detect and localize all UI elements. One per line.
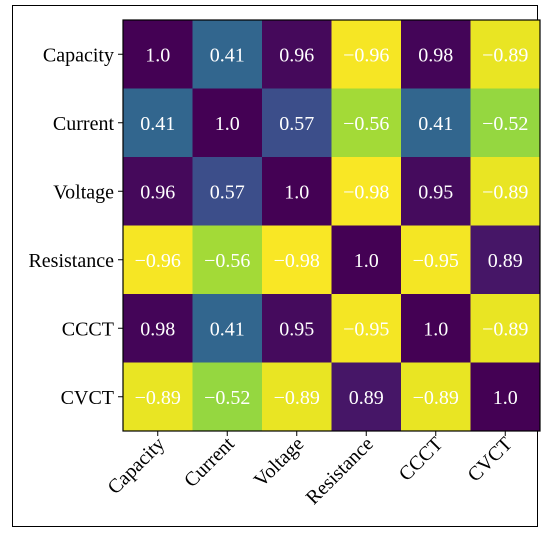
cell-value-label: 0.95 [418, 181, 453, 203]
cell-value-label: 0.89 [488, 250, 523, 272]
cell-value-label: −0.89 [482, 318, 528, 340]
cell-value-label: 0.98 [140, 318, 175, 340]
cell-value-label: −0.89 [413, 387, 459, 409]
cell-value-label: 0.98 [418, 44, 453, 66]
heatmap-cell [123, 20, 193, 89]
x-tick-label: Voltage [250, 433, 309, 492]
y-tick-label: Voltage [53, 181, 114, 203]
heatmap-cell [262, 225, 332, 295]
cell-value-label: 0.57 [279, 113, 314, 135]
cell-value-label: 1.0 [215, 113, 240, 135]
cell-value-label: 0.41 [210, 318, 245, 340]
cell-value-label: −0.56 [204, 250, 250, 272]
heatmap-cell [331, 20, 402, 89]
cell-value-label: −0.52 [482, 113, 528, 135]
heatmap-cell [470, 225, 541, 295]
heatmap-cells [123, 20, 541, 432]
x-tick-label: CVCT [464, 433, 517, 486]
heatmap-cell [192, 225, 263, 295]
heatmap-cell [123, 88, 193, 158]
plot-area-border [122, 19, 541, 432]
heatmap-cell [331, 225, 402, 295]
heatmap-cell [470, 294, 541, 363]
heatmap-cell [262, 362, 332, 432]
heatmap-cell [401, 157, 471, 226]
cell-value-label: −0.52 [204, 387, 250, 409]
cell-value-label: 0.96 [279, 44, 314, 66]
cell-value-label: 1.0 [423, 318, 448, 340]
cell-value-label: −0.95 [343, 318, 389, 340]
x-tick-label: Capacity [103, 433, 169, 499]
heatmap-cell [470, 88, 541, 158]
heatmap-cell [192, 88, 263, 158]
heatmap-cell [470, 362, 541, 432]
cell-value-label: −0.96 [343, 44, 389, 66]
heatmap-cell [331, 362, 402, 432]
y-tick-label: CCCT [62, 318, 114, 340]
heatmap-cell [401, 362, 471, 432]
cell-value-label: 1.0 [354, 250, 379, 272]
x-tick-label: CCCT [395, 433, 448, 486]
heatmap-cell [331, 294, 402, 363]
heatmap-cell-labels: 1.0 0.41 0.96 −0.96 0.98 −0.89 0.41 1.0 0.57 −0.5… [135, 44, 529, 409]
y-axis-ticks: Capacity Current Voltage Resistance CCCT CVCT [28, 44, 123, 409]
heatmap-cell [470, 20, 541, 89]
heatmap-cell [331, 157, 402, 226]
heatmap-cell [262, 157, 332, 226]
heatmap-cell [401, 225, 471, 295]
heatmap-cell [470, 157, 541, 226]
heatmap-cell [192, 157, 263, 226]
cell-value-label: 0.96 [140, 181, 175, 203]
x-tick-label: Current [180, 433, 239, 492]
heatmap-cell [123, 225, 193, 295]
cell-value-label: 0.89 [349, 387, 384, 409]
heatmap-cell [331, 88, 402, 158]
heatmap-cell [401, 88, 471, 158]
cell-value-label: −0.96 [135, 250, 181, 272]
cell-value-label: 0.41 [418, 113, 453, 135]
heatmap-cell [401, 294, 471, 363]
cell-value-label: −0.89 [274, 387, 320, 409]
cell-value-label: 1.0 [493, 387, 518, 409]
cell-value-label: −0.89 [482, 181, 528, 203]
cell-value-label: −0.98 [343, 181, 389, 203]
heatmap-cell [123, 157, 193, 226]
y-tick-label: CVCT [61, 387, 114, 409]
heatmap-cell [123, 362, 193, 432]
y-tick-label: Capacity [43, 44, 114, 66]
cell-value-label: 1.0 [145, 44, 170, 66]
heatmap-cell [123, 294, 193, 363]
heatmap-cell [192, 294, 263, 363]
x-tick-label: Resistance [302, 433, 378, 509]
heatmap-cell [262, 20, 332, 89]
cell-value-label: 0.41 [140, 113, 175, 135]
heatmap-cell [262, 88, 332, 158]
cell-value-label: 0.41 [210, 44, 245, 66]
y-tick-label: Current [53, 113, 115, 135]
cell-value-label: −0.89 [482, 44, 528, 66]
cell-value-label: −0.98 [274, 250, 320, 272]
cell-value-label: 1.0 [284, 181, 309, 203]
cell-value-label: 0.57 [210, 181, 245, 203]
cell-value-label: 0.95 [279, 318, 314, 340]
heatmap-cell [401, 20, 471, 89]
cell-value-label: −0.89 [135, 387, 181, 409]
heatmap-cell [192, 362, 263, 432]
y-tick-label: Resistance [28, 250, 114, 272]
heatmap-cell [192, 20, 263, 89]
heatmap-cell [262, 294, 332, 363]
cell-value-label: −0.56 [343, 113, 389, 135]
cell-value-label: −0.95 [413, 250, 459, 272]
